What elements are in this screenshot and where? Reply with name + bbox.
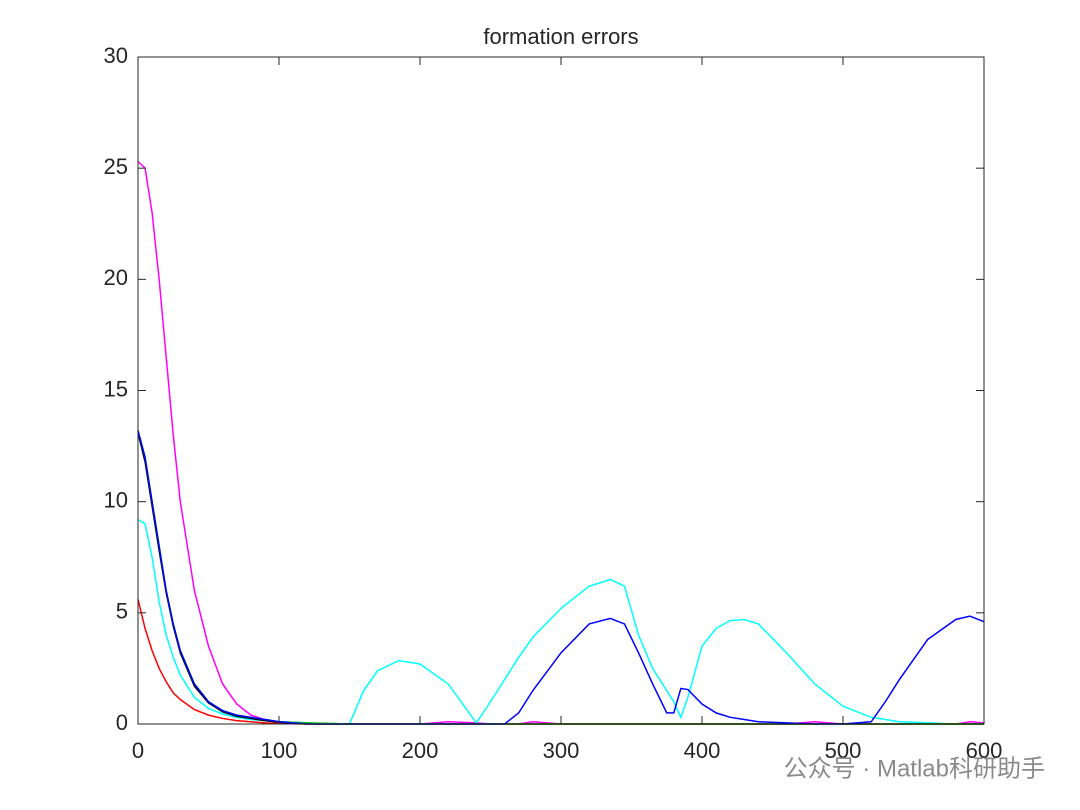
y-tick-label: 30 bbox=[104, 43, 128, 68]
x-tick-label: 600 bbox=[966, 738, 1003, 763]
x-tick-label: 300 bbox=[543, 738, 580, 763]
y-tick-label: 0 bbox=[116, 710, 128, 735]
chart-title: formation errors bbox=[483, 24, 638, 49]
watermark: 公众号 · Matlab科研助手 bbox=[784, 755, 1045, 782]
y-tick-label: 10 bbox=[104, 487, 128, 512]
y-tick-label: 15 bbox=[104, 376, 128, 401]
plot-area: 0 100 200 300 400 500 600 0 5 10 15 20 25 30 bbox=[104, 43, 1003, 763]
y-tick-label: 25 bbox=[104, 154, 128, 179]
y-tick-label: 5 bbox=[116, 599, 128, 624]
x-tick-label: 100 bbox=[261, 738, 298, 763]
x-tick-label: 400 bbox=[684, 738, 721, 763]
x-tick-label: 500 bbox=[825, 738, 862, 763]
y-tick-label: 20 bbox=[104, 265, 128, 290]
x-tick-label: 200 bbox=[402, 738, 439, 763]
x-tick-label: 0 bbox=[132, 738, 144, 763]
series-line bbox=[137, 430, 985, 725]
series-line bbox=[137, 518, 984, 725]
